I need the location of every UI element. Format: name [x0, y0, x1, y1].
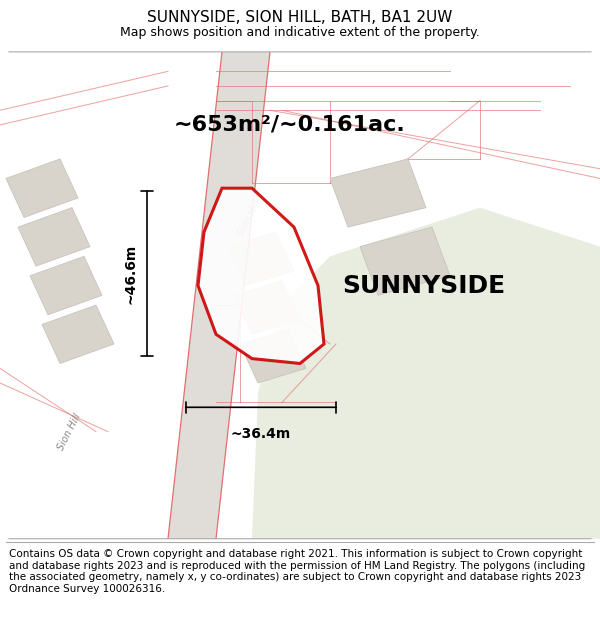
Text: SUNNYSIDE, SION HILL, BATH, BA1 2UW: SUNNYSIDE, SION HILL, BATH, BA1 2UW [148, 11, 452, 26]
Polygon shape [240, 329, 306, 383]
Polygon shape [168, 52, 270, 539]
Text: Map shows position and indicative extent of the property.: Map shows position and indicative extent… [120, 26, 480, 39]
Polygon shape [330, 159, 426, 227]
Text: SUNNYSIDE: SUNNYSIDE [342, 274, 505, 298]
Polygon shape [18, 208, 90, 266]
Polygon shape [234, 281, 300, 334]
Text: ~46.6m: ~46.6m [124, 243, 138, 304]
Polygon shape [198, 188, 324, 364]
Polygon shape [360, 227, 450, 295]
Text: Sion Hill: Sion Hill [55, 412, 83, 452]
Polygon shape [6, 159, 78, 218]
Text: ~36.4m: ~36.4m [231, 427, 291, 441]
Text: Sion Hill: Sion Hill [235, 198, 263, 238]
Polygon shape [228, 232, 294, 286]
Polygon shape [42, 305, 114, 364]
Text: ~653m²/~0.161ac.: ~653m²/~0.161ac. [174, 115, 406, 135]
Polygon shape [252, 208, 600, 539]
Text: Contains OS data © Crown copyright and database right 2021. This information is : Contains OS data © Crown copyright and d… [9, 549, 585, 594]
Polygon shape [30, 256, 102, 315]
